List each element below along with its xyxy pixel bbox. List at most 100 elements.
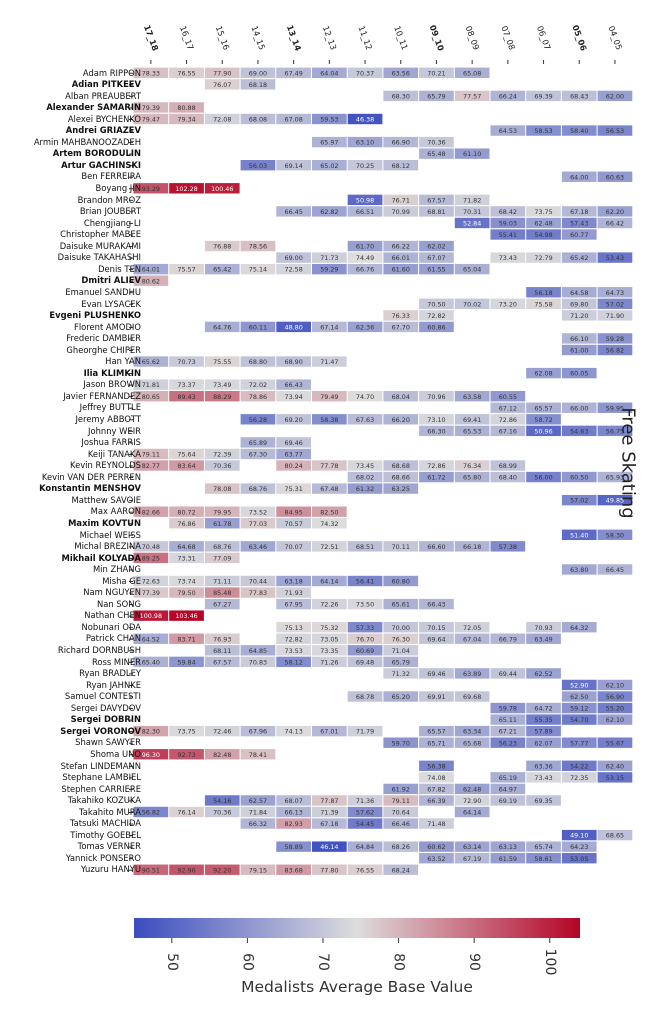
heatmap-cell	[312, 263, 347, 275]
heatmap-cell	[526, 714, 561, 725]
heatmap-cell	[419, 772, 454, 783]
cell-value-label: 73.50	[356, 601, 374, 609]
heatmap-cell	[526, 471, 561, 483]
heatmap-cell	[383, 414, 419, 425]
heatmap-cell	[419, 90, 454, 102]
heatmap-cell	[204, 448, 240, 460]
heatmap-cell	[454, 841, 490, 852]
heatmap-cell	[561, 737, 597, 748]
cell-value-label: 73.49	[213, 381, 231, 389]
heatmap-cell	[490, 714, 526, 725]
cell-value-label: 59.95	[606, 404, 624, 412]
cell-value-label: 65.62	[142, 358, 160, 366]
cell-value-label: 71.20	[570, 312, 588, 320]
heatmap-cell	[240, 575, 276, 587]
cell-value-label: 68.80	[249, 358, 267, 366]
heatmap-cell	[526, 90, 561, 102]
cell-value-label: 62.02	[427, 243, 445, 251]
cell-value-label: 65.04	[463, 266, 481, 274]
heatmap-cell	[347, 864, 383, 875]
cell-value-label: 67.01	[320, 728, 338, 736]
cell-value-label: 69.00	[285, 254, 303, 262]
cell-value-label: 63.18	[285, 578, 303, 586]
cell-value-label: 59.70	[392, 739, 410, 747]
cell-value-label: 100.46	[211, 185, 233, 193]
cell-value-label: 67.63	[356, 416, 374, 424]
cell-value-label: 93.29	[142, 185, 160, 193]
heatmap-cell	[561, 829, 597, 841]
cell-value-label: 83.71	[177, 635, 195, 643]
cell-value-label: 67.30	[249, 451, 267, 459]
heatmap-cell	[383, 645, 419, 656]
cell-value-label: 63.58	[463, 393, 481, 401]
cell-value-label: 68.68	[392, 462, 410, 470]
heatmap-cell	[454, 783, 490, 795]
heatmap-cell	[347, 414, 383, 425]
cell-value-label: 77.83	[249, 589, 267, 597]
cell-value-label: 55.67	[606, 739, 624, 747]
heatmap-cell	[383, 263, 419, 275]
cell-value-label: 72.82	[427, 312, 445, 320]
heatmap-cell	[169, 610, 204, 621]
cell-value-label: 67.96	[249, 728, 267, 736]
heatmap-cell	[526, 298, 561, 309]
heatmap-cell	[419, 668, 454, 679]
cell-value-label: 62.48	[463, 785, 481, 793]
cell-value-label: 64.14	[463, 809, 481, 817]
heatmap-cell	[240, 806, 276, 818]
cell-value-label: 63.34	[463, 728, 481, 736]
cell-value-label: 74.08	[427, 774, 445, 782]
cell-value-label: 80.24	[285, 462, 303, 470]
cell-value-label: 64.84	[356, 843, 374, 851]
cell-value-label: 67.12	[499, 404, 517, 412]
cell-value-label: 72.63	[142, 578, 160, 586]
heatmap-cell	[561, 760, 597, 771]
heatmap-cell	[204, 656, 240, 668]
heatmap-cell	[597, 333, 633, 344]
cell-value-label: 69.68	[463, 693, 481, 701]
heatmap-cell	[561, 425, 597, 437]
cell-value-label: 61.59	[499, 855, 517, 863]
heatmap-cell	[347, 136, 383, 148]
heatmap-cell	[490, 772, 526, 783]
cell-value-label: 64.73	[606, 289, 624, 297]
cell-value-label: 59.29	[320, 266, 338, 274]
heatmap-cell	[347, 622, 383, 633]
cell-value-label: 56.82	[142, 809, 160, 817]
cell-value-label: 56.18	[534, 289, 552, 297]
cell-value-label: 63.56	[392, 69, 410, 77]
cell-value-label: 61.60	[392, 266, 410, 274]
cell-value-label: 53.15	[606, 774, 624, 782]
heatmap-cell	[312, 506, 347, 517]
cell-value-label: 70.15	[427, 624, 445, 632]
heatmap-cell	[383, 622, 419, 633]
cell-value-label: 63.46	[249, 543, 267, 551]
heatmap-cell	[347, 841, 383, 852]
heatmap-cell	[312, 414, 347, 425]
heatmap-cell	[419, 240, 454, 252]
cell-value-label: 60.50	[570, 474, 588, 482]
heatmap-cell	[526, 287, 561, 298]
cell-value-label: 61.70	[356, 243, 374, 251]
heatmap-cell	[526, 402, 561, 413]
cell-value-label: 69.44	[499, 670, 517, 678]
cell-value-label: 65.42	[570, 254, 588, 262]
heatmap-cell	[454, 206, 490, 217]
heatmap-cell	[561, 252, 597, 263]
cell-value-label: 66.13	[285, 809, 303, 817]
cell-value-label: 46.14	[320, 843, 338, 851]
cell-value-label: 61.72	[427, 474, 445, 482]
heatmap-cell	[204, 633, 240, 644]
heatmap-cell	[383, 541, 419, 552]
cell-value-label: 56.23	[499, 739, 517, 747]
cell-value-label: 69.41	[463, 416, 481, 424]
cell-value-label: 71.04	[392, 647, 410, 655]
cell-value-label: 70.31	[463, 208, 481, 216]
cell-value-label: 69.48	[356, 658, 374, 666]
heatmap-cell	[383, 240, 419, 252]
heatmap-cell	[347, 206, 383, 217]
heatmap-cell	[204, 240, 240, 252]
heatmap-cell	[490, 206, 526, 217]
cell-value-label: 77.80	[320, 866, 338, 874]
heatmap-cell	[347, 633, 383, 644]
